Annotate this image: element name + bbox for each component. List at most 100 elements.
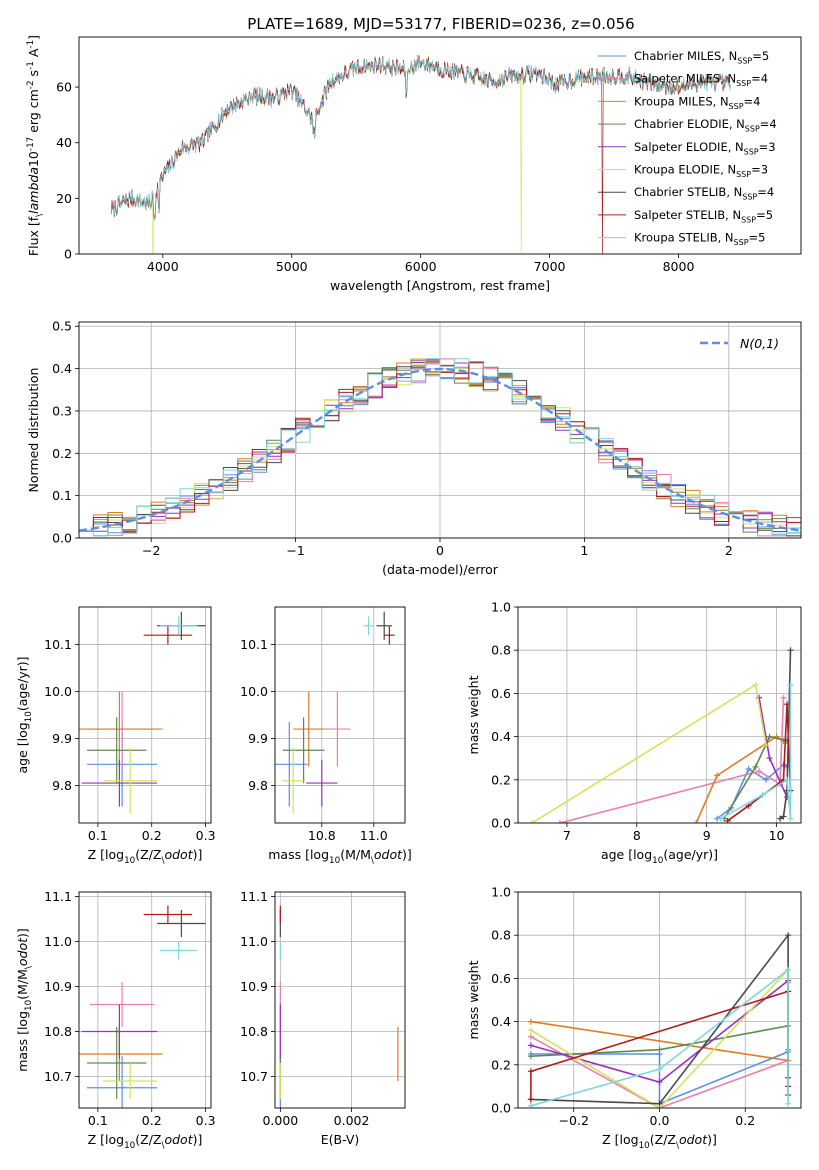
weight-vs-age-frame [517, 606, 802, 824]
age-vs-mass-y-tick-label: 10.0 [240, 684, 268, 699]
weight-vs-z-point-marker [527, 1018, 534, 1025]
weight-vs-age-point-marker [780, 694, 787, 701]
weight-vs-z-y-tick-label: 0.0 [491, 1101, 511, 1116]
weight-vs-age-x-tick-label: 7 [563, 828, 571, 843]
weight-vs-age-point-marker [556, 820, 563, 823]
weight-vs-z-y-tick-label: 0.2 [491, 1057, 511, 1072]
spectrum-y-tick-label: 20 [56, 191, 72, 206]
mass-vs-z-y-tick-label: 11.1 [44, 889, 72, 904]
weight-vs-z-point-marker [656, 1100, 663, 1107]
mass-vs-ebv-x-axis-label: E(B-V) [321, 1132, 360, 1147]
residuals-y-tick-label: 0.5 [52, 319, 72, 334]
weight-vs-age-plot-area [518, 607, 801, 823]
spectrum-plot-area [110, 54, 731, 254]
weight-vs-z-x-tick-label: 0.2 [735, 1113, 755, 1128]
weight-vs-age-y-tick-label: 0.4 [491, 729, 511, 744]
weight-vs-z-point-marker [785, 1100, 792, 1107]
age-vs-mass-frame [274, 606, 406, 824]
histogram-step-series [79, 358, 801, 537]
spectrum-y-axis-label: Flux [f\lambda10-17 erg cm-2 s-1 A-1] [26, 35, 45, 256]
weight-vs-z-y-tick-label: 0.8 [491, 928, 511, 943]
weight-vs-age-point-marker [784, 701, 791, 708]
weight-vs-age-point-marker [780, 813, 787, 820]
weight-vs-age-point-marker [777, 815, 784, 822]
residuals-y-tick-label: 0.4 [52, 361, 72, 376]
age-vs-z-y-tick-label: 10.0 [44, 684, 72, 699]
weight-vs-age-point-marker [766, 733, 773, 740]
residuals-x-tick-label: −2 [142, 543, 160, 558]
weight-vs-z-point-marker [527, 1033, 534, 1040]
legend-entry-label: Chabrier STELIB, NSSP=4 [634, 185, 774, 201]
residuals-legend: N(0,1) [700, 336, 779, 351]
mass-vs-ebv-frame-group: 0.000 0.002 10.7 10.8 10.9 11.0 11.1 E(B-V) [240, 889, 406, 1147]
age-vs-mass-x-tick-label: 10.8 [308, 828, 336, 843]
spectrum-series-line [110, 55, 731, 222]
mass-vs-z-x-tick-label: 0.1 [88, 1113, 108, 1128]
weight-vs-z-point-marker [527, 1053, 534, 1060]
legend-entry-label: N(0,1) [740, 336, 779, 351]
mass-vs-z-frame [78, 891, 212, 1109]
weight-vs-z-x-tick-label: 0.0 [650, 1113, 670, 1128]
age-vs-z-y-axis-label: age [log10(age/yr)] [15, 656, 34, 773]
spectrum-x-axis-label: wavelength [Angstrom, rest frame] [330, 278, 550, 293]
mass-vs-z-y-axis-label: mass [log10(M/M\odot)] [15, 928, 34, 1072]
age-vs-mass-axes: 10.8 11.0 9.8 9.9 10.0 10.1 mass [log10(M/M\od… [240, 606, 412, 866]
weight-vs-z-point-marker [656, 1066, 663, 1073]
weight-vs-age-y-tick-label: 0.0 [491, 816, 511, 831]
weight-vs-age-y-tick-label: 1.0 [491, 600, 511, 615]
weight-vs-age-x-tick-label: 10 [769, 828, 785, 843]
weight-vs-age-point-marker [717, 815, 724, 822]
weight-vs-age-axes: 7 8 9 10 0.0 0.2 0.4 0.6 0.8 1.0 age [log10(age/yr… [466, 600, 802, 866]
spectrum-legend: Chabrier MILES, NSSP=5 Salpeter MILES, NS… [598, 49, 777, 247]
weight-vs-z-point-marker [527, 1096, 534, 1103]
weight-vs-age-point-marker [745, 766, 752, 772]
residuals-x-tick-label: 1 [580, 543, 588, 558]
weight-vs-z-point-marker [785, 932, 792, 939]
residuals-x-axis-label: (data-model)/error [382, 562, 499, 577]
weight-vs-z-y-tick-label: 0.4 [491, 1014, 511, 1029]
residuals-y-axis-label: Normed distribution [26, 368, 41, 493]
spectrum-frame-group: 4000 5000 6000 7000 8000 0 20 40 60 wavelength [A… [26, 35, 802, 293]
gaussian-reference-curve [79, 367, 801, 532]
age-vs-z-x-tick-label: 0.3 [196, 828, 216, 843]
legend-entry-label: Kroupa STELIB, NSSP=5 [634, 231, 765, 247]
mass-vs-ebv-plot-area [275, 892, 405, 1108]
residuals-frame [78, 321, 802, 539]
age-vs-z-axes: 0.1 0.2 0.3 9.8 9.9 10.0 10.1 Z [log10(Z/Z\odot… [15, 606, 216, 866]
mass-vs-z-x-tick-label: 0.2 [142, 1113, 162, 1128]
weight-vs-age-y-axis-label: mass weight [466, 675, 481, 754]
weight-vs-age-frame-group: 7 8 9 10 0.0 0.2 0.4 0.6 0.8 1.0 age [log10(age/yr… [466, 600, 802, 866]
mass-vs-z-y-tick-label: 10.7 [44, 1069, 72, 1084]
residuals-frame-group: −2 −1 0 1 2 0.0 0.1 0.2 0.3 0.4 0.5 (data-model)/er… [26, 319, 802, 577]
legend-entry-label: Chabrier MILES, NSSP=5 [634, 49, 769, 65]
weight-vs-z-point-marker [656, 1079, 663, 1086]
spectrum-x-tick-label: 5000 [276, 259, 308, 274]
weight-vs-z-axes: −0.2 0.0 0.2 0.0 0.2 0.4 0.6 0.8 1.0 Z [log10(Z/Z… [466, 885, 802, 1151]
age-vs-z-frame-group: 0.1 0.2 0.3 9.8 9.9 10.0 10.1 Z [log10(Z/Z\odot… [15, 606, 216, 866]
weight-vs-age-point-marker [752, 763, 759, 770]
legend-entry-label: Kroupa MILES, NSSP=4 [634, 94, 760, 110]
weight-vs-age-point-marker [787, 815, 794, 822]
spectrum-x-tick-label: 7000 [534, 259, 566, 274]
spectrum-x-tick-label: 4000 [147, 259, 179, 274]
weight-vs-age-y-tick-label: 0.2 [491, 772, 511, 787]
residuals-axes: −2 −1 0 1 2 0.0 0.1 0.2 0.3 0.4 0.5 (data-model)/er… [26, 319, 802, 577]
weight-vs-age-point-marker [763, 742, 770, 749]
weight-vs-z-y-axis-label: mass weight [466, 960, 481, 1039]
legend-entry-label: Salpeter MILES, NSSP=4 [634, 72, 768, 88]
legend-entry-label: Salpeter ELODIE, NSSP=3 [634, 140, 776, 156]
mass-vs-ebv-y-tick-label: 11.0 [240, 934, 268, 949]
mass-vs-z-x-tick-label: 0.3 [196, 1113, 216, 1128]
weight-vs-z-frame [517, 891, 802, 1109]
spectrum-frame [78, 36, 802, 255]
weight-vs-age-point-marker [787, 647, 794, 654]
weight-vs-age-point-marker [784, 776, 791, 783]
age-vs-z-y-tick-label: 9.9 [52, 731, 72, 746]
age-vs-mass-frame-group: 10.8 11.0 9.8 9.9 10.0 10.1 mass [log10(M/M\od… [240, 606, 412, 866]
weight-vs-z-point-marker [527, 1068, 534, 1075]
weight-vs-age-series-line [720, 684, 792, 820]
legend-entry-label: Salpeter STELIB, NSSP=5 [634, 208, 773, 224]
age-vs-mass-x-axis-label: mass [log10(M/M\odot)] [268, 847, 412, 866]
weight-vs-age-point-marker [714, 772, 721, 779]
